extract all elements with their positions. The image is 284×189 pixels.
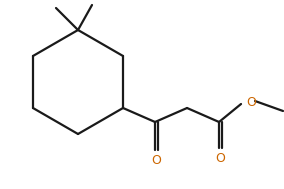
- Text: O: O: [215, 152, 225, 165]
- Text: O: O: [151, 154, 161, 167]
- Text: O: O: [246, 95, 256, 108]
